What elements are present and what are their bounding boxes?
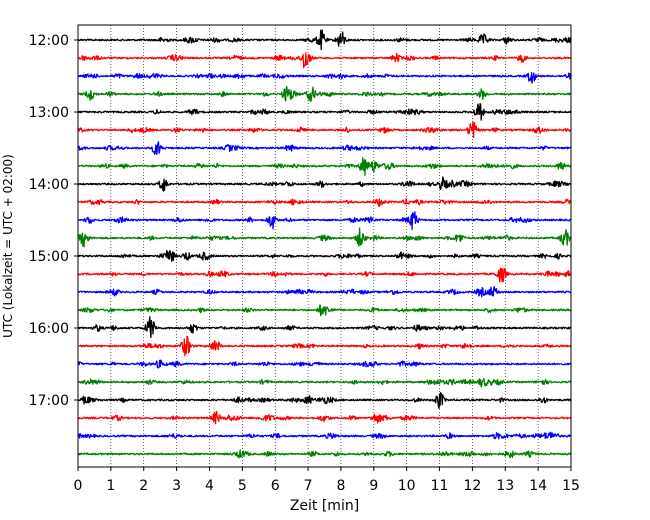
- x-tick-label: 6: [271, 478, 280, 494]
- x-tick-label: 13: [496, 478, 514, 494]
- seismogram-trace: [77, 198, 572, 207]
- y-tick-label: 13:00: [29, 105, 69, 121]
- y-tick-label: 17:00: [29, 393, 69, 409]
- plot-area: [78, 25, 571, 467]
- y-tick-label: 12:00: [29, 33, 69, 49]
- x-tick-label: 2: [139, 478, 148, 494]
- x-tick-label: 11: [431, 478, 449, 494]
- x-tick-label: 15: [562, 478, 580, 494]
- y-tick-label: 16:00: [29, 321, 69, 337]
- y-axis-label: UTC (Lokalzeit = UTC + 02:00): [1, 154, 15, 338]
- seismogram-trace: [77, 335, 572, 357]
- seismogram-trace: [77, 72, 572, 84]
- seismogram-trace: [77, 141, 572, 156]
- seismogram-trace: [77, 211, 572, 230]
- x-tick-label: 3: [172, 478, 181, 494]
- x-tick-label: 10: [398, 478, 416, 494]
- seismogram-trace: [77, 121, 572, 139]
- x-axis-ticks: 0 1 2 3 4 5 6 7 8 9 10 11 12 13 14 15: [74, 467, 580, 494]
- x-axis-label: Zeit [min]: [290, 498, 359, 514]
- seismogram-trace: [77, 227, 572, 248]
- seismogram-trace: [77, 431, 572, 440]
- x-tick-label: 9: [369, 478, 378, 494]
- seismogram-trace: [77, 392, 572, 410]
- seismogram-trace: [77, 285, 572, 298]
- x-tick-label: 12: [463, 478, 481, 494]
- seismogram-trace: [77, 103, 572, 121]
- seismogram-trace: [77, 359, 572, 369]
- x-tick-label: 5: [238, 478, 247, 494]
- seismogram-trace: [77, 52, 572, 69]
- y-tick-label: 14:00: [29, 177, 69, 193]
- seismogram-trace: [77, 249, 572, 262]
- seismogram-trace: [77, 377, 572, 388]
- x-tick-label: 7: [304, 478, 313, 494]
- seismogram-trace: [77, 85, 572, 103]
- seismogram-trace: [77, 316, 572, 339]
- y-axis-ticks: 12:00 13:00 14:00 15:00 16:00 17:00: [29, 33, 78, 409]
- plot-frame: [77, 24, 572, 468]
- traces: [77, 29, 572, 459]
- x-tick-label: 14: [529, 478, 547, 494]
- x-tick-label: 1: [106, 478, 115, 494]
- seismogram-trace: [77, 176, 572, 192]
- seismogram-trace: [77, 449, 572, 459]
- x-tick-label: 0: [74, 478, 83, 494]
- seismogram-trace: [77, 304, 572, 317]
- seismogram-trace: [77, 29, 572, 51]
- x-tick-label: 8: [336, 478, 345, 494]
- x-tick-label: 4: [205, 478, 214, 494]
- seismogram-trace: [77, 267, 572, 283]
- seismogram-trace: [77, 410, 572, 425]
- y-tick-label: 15:00: [29, 249, 69, 265]
- seismogram-trace: [77, 157, 572, 176]
